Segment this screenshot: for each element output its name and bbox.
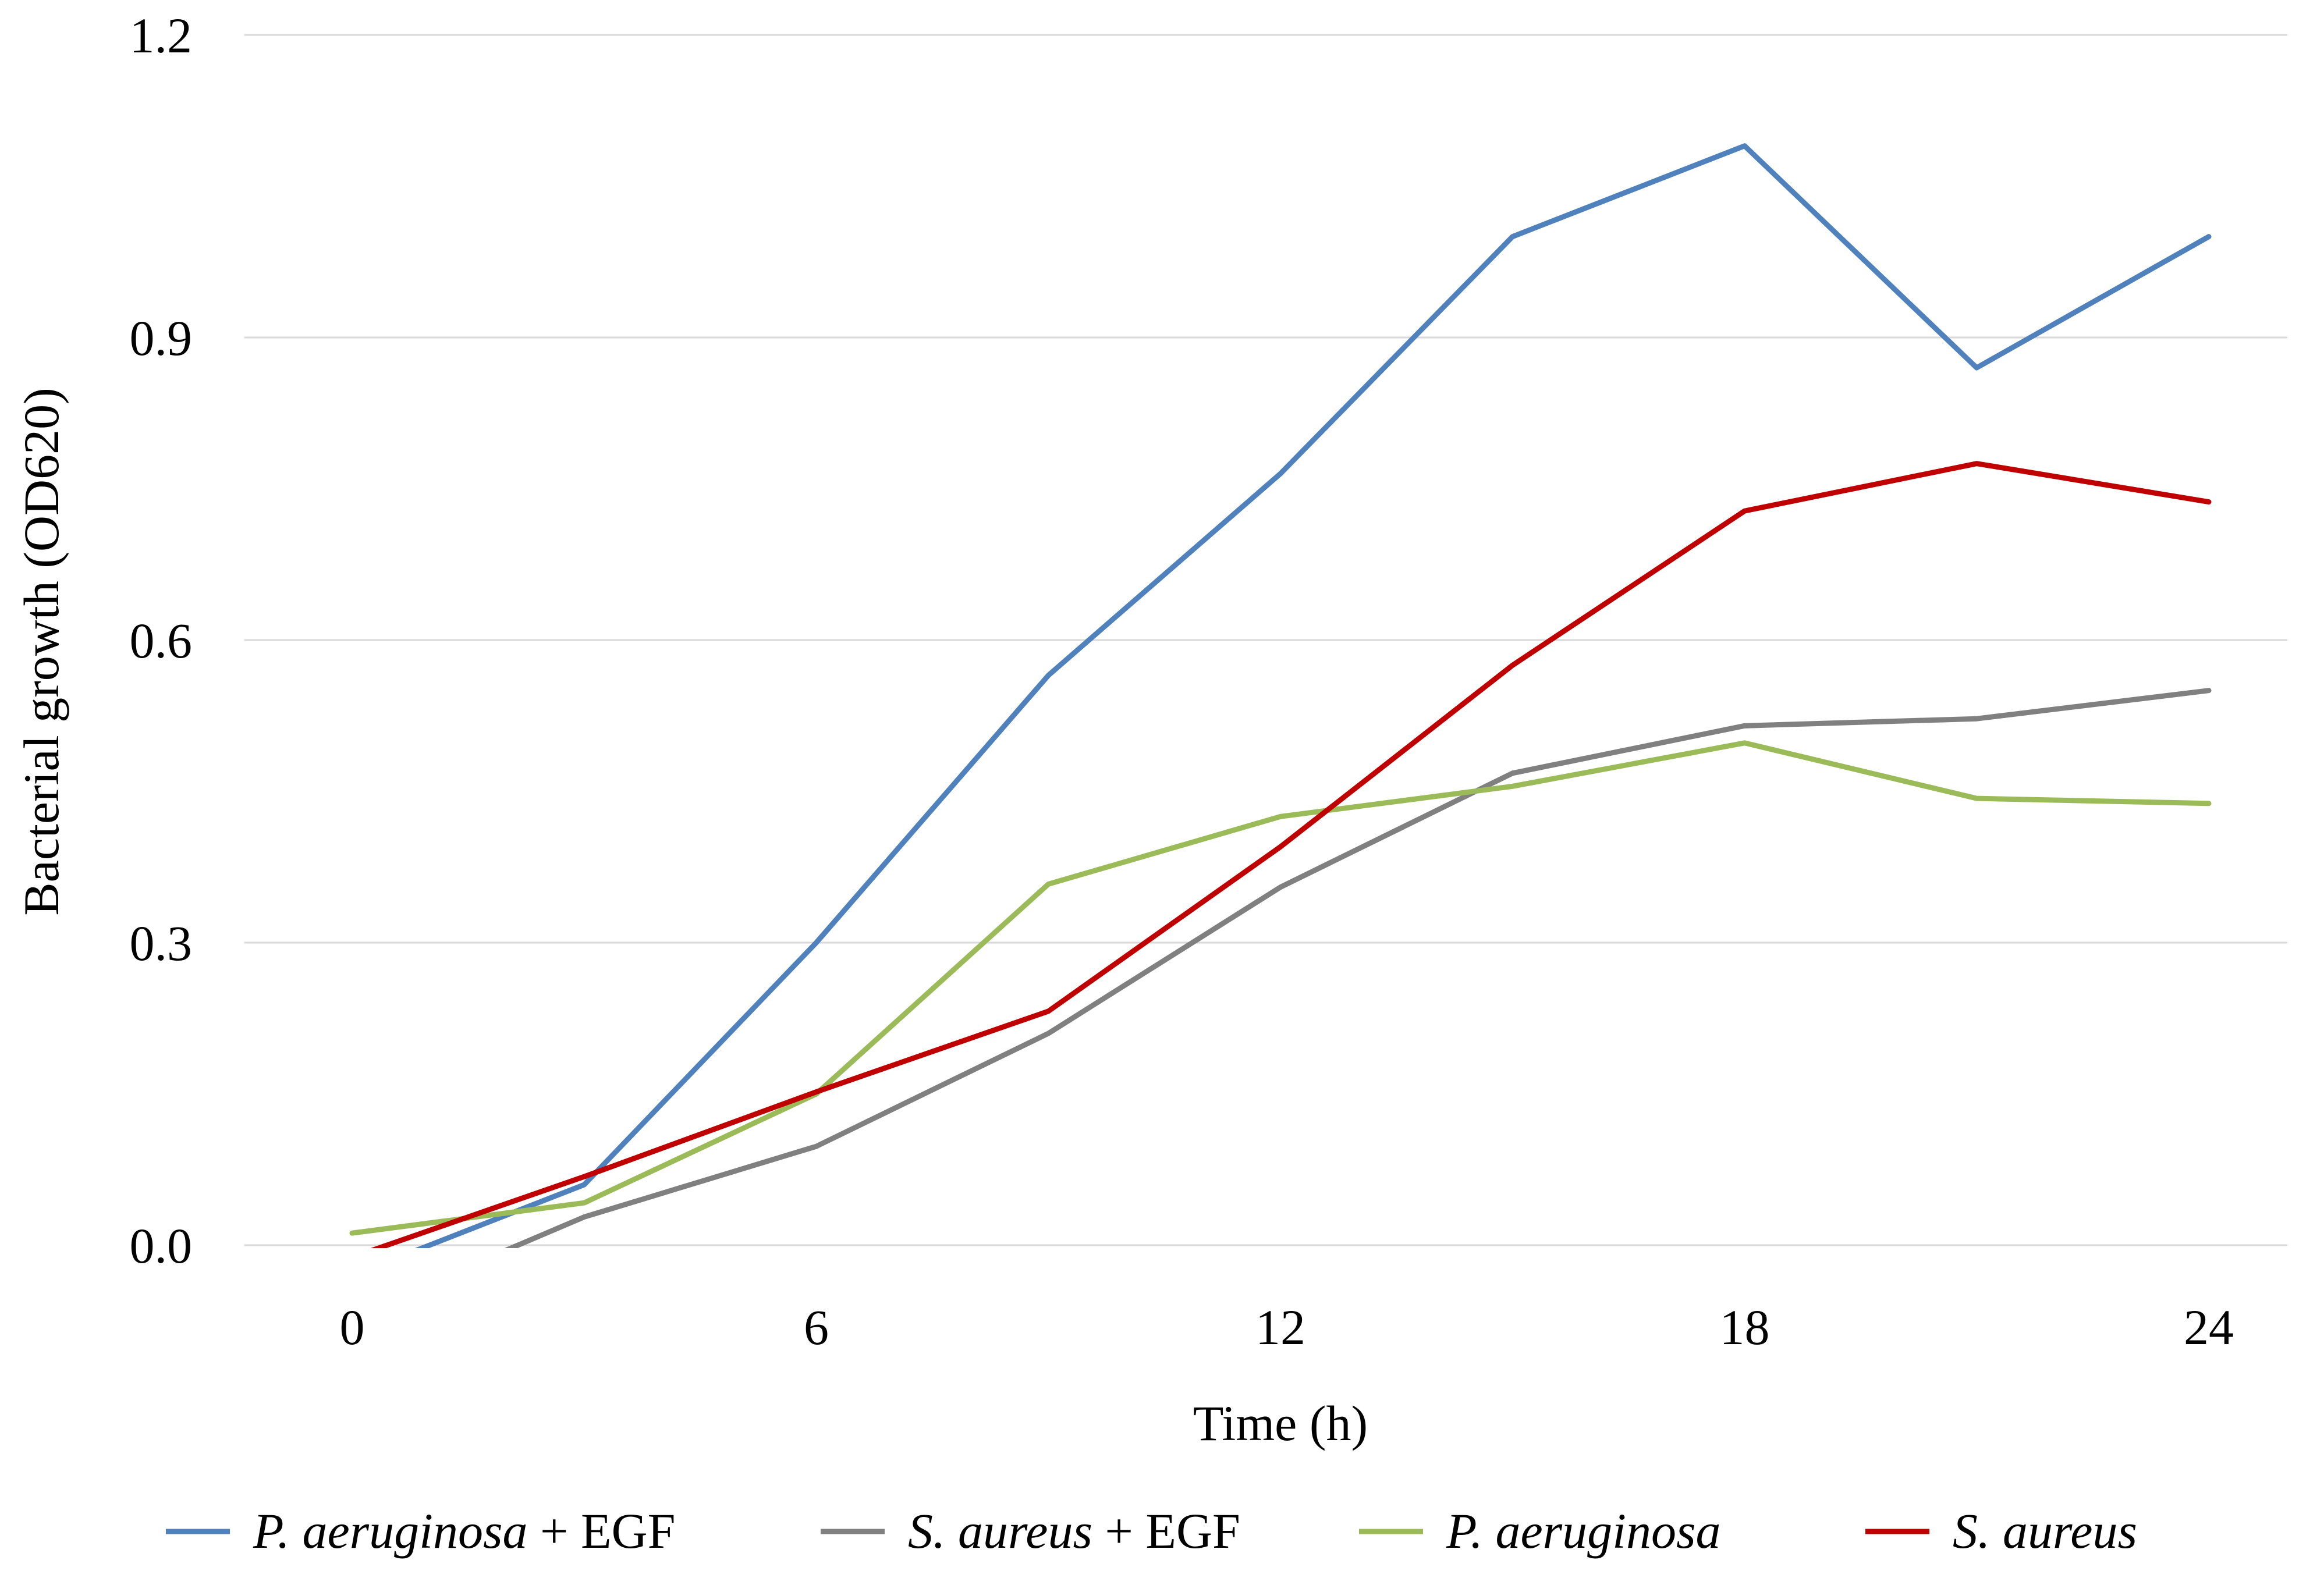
series-line-3 [349,740,2212,1236]
y-tick-label: 1.2 [130,8,193,63]
x-tick-label: 0 [340,1299,365,1355]
legend-item-2: S. aureus + EGF [821,1503,1240,1559]
legend-label: S. aureus + EGF [908,1503,1240,1559]
legend-species: S. aureus [908,1503,1092,1559]
legend-label: P. aeruginosa + EGF [253,1503,675,1559]
legend-item-4: S. aureus [1865,1503,2137,1559]
y-tick-label: 0.0 [130,1218,193,1274]
y-tick-label: 0.3 [130,915,193,971]
gridlines [244,34,2287,1246]
series-line-4 [370,461,2212,1248]
series-line-2 [504,688,2212,1248]
legend: P. aeruginosa + EGF S. aureus + EGF P. aer… [166,1503,2137,1559]
y-tick-label: 0.9 [130,310,193,366]
legend-species: S. aureus [1953,1503,2137,1559]
legend-item-3: P. aeruginosa [1359,1503,1720,1559]
legend-label: P. aeruginosa [1446,1503,1720,1559]
legend-suffix: + EGF [1092,1503,1240,1559]
legend-species: P. aeruginosa [1446,1503,1720,1559]
x-tick-label: 6 [804,1299,829,1355]
legend-item-1: P. aeruginosa + EGF [166,1503,675,1559]
y-axis-ticks: 0.0 0.3 0.6 0.9 1.2 [130,8,193,1274]
legend-species: P. aeruginosa [253,1503,527,1559]
legend-label: S. aureus [1953,1503,2137,1559]
x-axis-title: Time (h) [1193,1395,1368,1451]
x-tick-label: 18 [1720,1299,1770,1355]
series-line-1 [414,143,2212,1248]
x-axis-ticks: 0 6 12 18 24 [340,1299,2234,1355]
legend-suffix: + EGF [527,1503,675,1559]
x-tick-label: 24 [2184,1299,2234,1355]
y-tick-label: 0.6 [130,613,193,669]
y-axis-title: Bacterial growth (OD620) [13,388,69,916]
series-lines [349,143,2212,1248]
x-tick-label: 12 [1255,1299,1305,1355]
